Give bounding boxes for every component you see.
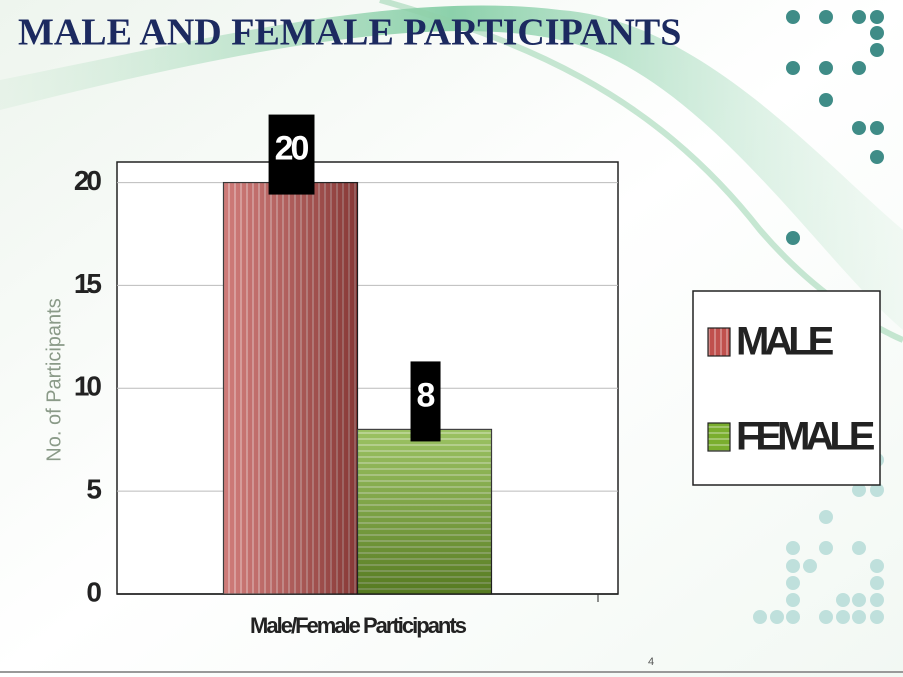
legend-swatch	[708, 423, 730, 451]
y-tick-label: 20	[74, 165, 102, 196]
slide: MALE AND FEMALE PARTICIPANTS No. of Part…	[0, 0, 903, 677]
y-axis-label: No. of Participants	[43, 298, 65, 461]
data-label: 8	[417, 376, 435, 414]
x-tick-label: Male/Female Participants	[250, 613, 467, 638]
y-tick-label: 15	[74, 268, 102, 299]
page-number: 4	[648, 656, 654, 668]
data-label: 20	[275, 130, 309, 168]
slide-title: MALE AND FEMALE PARTICIPANTS	[18, 12, 681, 54]
legend-swatch	[708, 328, 730, 356]
y-tick-label: 10	[74, 371, 102, 402]
bar-shade	[224, 183, 358, 594]
legend-label: FEMALE	[736, 415, 875, 459]
bar-shade	[358, 429, 492, 594]
legend-label: MALE	[736, 320, 834, 364]
